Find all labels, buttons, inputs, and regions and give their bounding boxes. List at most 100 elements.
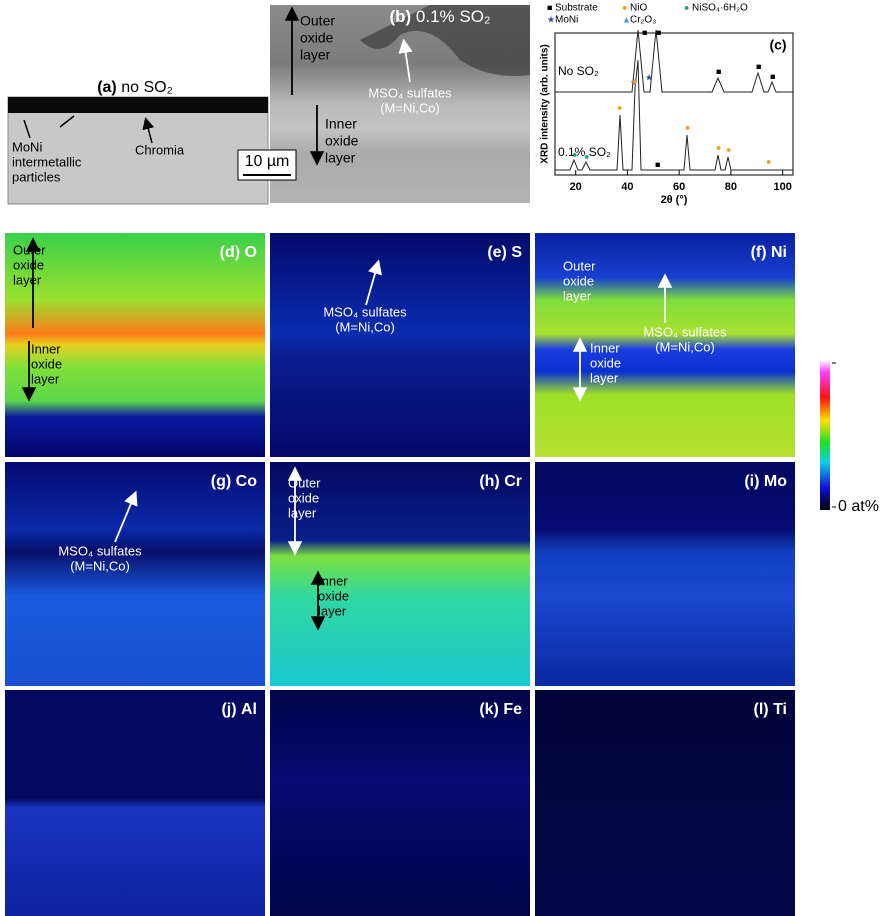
annotation: layer xyxy=(13,272,42,287)
panel-name: S xyxy=(511,244,522,261)
panel-tag: (d) xyxy=(220,244,240,261)
annotation: layer xyxy=(31,371,60,386)
legend-label: NiO xyxy=(630,3,647,14)
annotation: oxide xyxy=(325,133,359,149)
marker: ■ xyxy=(655,159,660,169)
panel-title: (j) Al xyxy=(221,701,257,718)
marker: ● xyxy=(726,144,731,154)
marker: ● xyxy=(716,142,721,152)
panel-title: (l) Ti xyxy=(754,701,788,718)
panel-tag: (i) xyxy=(744,473,759,490)
annotation: intermetallic xyxy=(12,154,82,169)
element-map xyxy=(535,690,795,916)
legend-label: Substrate xyxy=(555,3,598,14)
legend-symbol: ● xyxy=(622,2,627,12)
colorbar xyxy=(820,360,830,510)
marker: ● xyxy=(617,102,622,112)
y-axis-label: XRD intensity (arb. units) xyxy=(540,44,551,163)
marker: ■ xyxy=(656,27,661,37)
scale-bar-label: 10 µm xyxy=(245,153,290,170)
marker: ■ xyxy=(642,27,647,37)
panel-title: (e) S xyxy=(487,244,522,261)
panel-name: Mo xyxy=(764,473,787,490)
annotation: (M=Ni,Co) xyxy=(380,100,440,115)
marker: ● xyxy=(632,76,637,86)
legend-label: MoNi xyxy=(555,15,578,26)
colorbar-label: 0 at% xyxy=(838,498,879,515)
annotation: (M=Ni,Co) xyxy=(335,319,395,334)
panel-name: Al xyxy=(241,701,257,718)
panel-title: (f) Ni xyxy=(751,244,787,261)
annotation: layer xyxy=(300,47,331,63)
annotation: MoNi xyxy=(12,139,42,154)
element-map xyxy=(5,690,265,916)
marker: ● xyxy=(766,156,771,166)
x-tick-label: 60 xyxy=(673,181,685,193)
x-tick-label: 20 xyxy=(570,181,582,193)
annotation: (M=Ni,Co) xyxy=(655,339,715,354)
annotation: oxide xyxy=(31,356,62,371)
panel-tag: (f) xyxy=(751,244,767,261)
annotation: particles xyxy=(12,169,61,184)
marker: ■ xyxy=(770,71,775,81)
x-tick-label: 40 xyxy=(621,181,633,193)
panel-title: (k) Fe xyxy=(479,701,522,718)
panel-name: 0.1% SO₂ xyxy=(416,7,491,26)
element-map xyxy=(270,233,530,457)
annotation: oxide xyxy=(288,490,319,505)
panel-tag: (k) xyxy=(479,701,499,718)
panel-title: (d) O xyxy=(220,244,257,261)
panel-name: Ni xyxy=(771,244,787,261)
annotation: oxide xyxy=(300,30,334,46)
annotation: MSO₄ sulfates xyxy=(58,543,142,558)
trace-label: No SO₂ xyxy=(558,64,599,78)
annotation: layer xyxy=(325,150,356,166)
annotation: Outer xyxy=(13,242,46,257)
annotation: MSO₄ sulfates xyxy=(323,304,407,319)
panel-title: (h) Cr xyxy=(479,473,522,490)
annotation: oxide xyxy=(13,257,44,272)
legend-symbol: ★ xyxy=(547,14,555,24)
panel-title: (b) 0.1% SO₂ xyxy=(389,7,490,26)
marker: ● xyxy=(685,122,690,132)
marker: ■ xyxy=(716,66,721,76)
annotation: Inner xyxy=(318,573,348,588)
panel-tag: (g) xyxy=(211,473,231,490)
annotation: layer xyxy=(563,288,592,303)
legend-label: Cr₂O₃ xyxy=(630,15,656,26)
annotation: Outer xyxy=(563,258,596,273)
panel-name: Fe xyxy=(503,701,522,718)
annotation: layer xyxy=(318,603,347,618)
element-map xyxy=(535,462,795,686)
panel-tag: (a) xyxy=(97,79,117,96)
chromia-layer xyxy=(8,97,268,113)
x-tick-label: 100 xyxy=(773,181,791,193)
panel-tag: (h) xyxy=(479,473,499,490)
figure: ■■ ■■ ■★ ★● ●● ●● ●● ●■ (a) no SO₂MoNiin… xyxy=(0,0,895,916)
panel-name: Cr xyxy=(504,473,522,490)
annotation: oxide xyxy=(563,273,594,288)
panel-tag: (b) xyxy=(389,7,411,26)
annotation: layer xyxy=(288,505,317,520)
panel-tag: (e) xyxy=(487,244,507,261)
panel-tag: (l) xyxy=(754,701,769,718)
panel-name: Ti xyxy=(773,701,787,718)
x-axis-label: 2θ (°) xyxy=(661,194,688,206)
legend-label: NiSO₄·6H₂O xyxy=(692,3,748,14)
panel-name: no SO₂ xyxy=(121,79,173,96)
panel-title: (a) no SO₂ xyxy=(97,79,173,96)
panel-tag: (j) xyxy=(221,701,236,718)
marker: ★ xyxy=(645,72,653,82)
marker: ■ xyxy=(756,61,761,71)
panel-title: (g) Co xyxy=(211,473,257,490)
legend-symbol: ● xyxy=(684,2,689,12)
annotation: Outer xyxy=(300,13,335,29)
annotation: Inner xyxy=(31,341,61,356)
panel-name: Co xyxy=(236,473,258,490)
annotation: MSO₄ sulfates xyxy=(643,324,727,339)
x-tick-label: 80 xyxy=(725,181,737,193)
panel-name: O xyxy=(245,244,257,261)
panel-tag: (c) xyxy=(769,37,786,53)
annotation: Chromia xyxy=(135,142,185,157)
panel-title: (i) Mo xyxy=(744,473,787,490)
